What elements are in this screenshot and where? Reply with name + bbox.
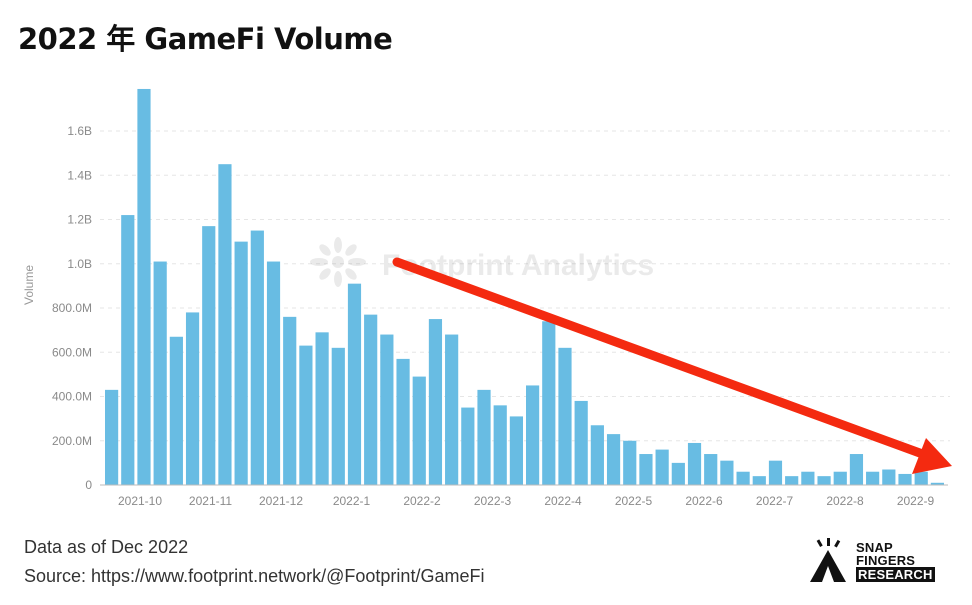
bar — [558, 347, 572, 485]
watermark: Footprint Analytics — [310, 237, 654, 287]
bar — [428, 319, 443, 485]
x-tick-label: 2022-9 — [897, 494, 935, 508]
y-tick-label: 400.0M — [52, 390, 92, 404]
y-tick-label: 1.2B — [67, 213, 92, 227]
bar — [153, 261, 167, 485]
x-tick-label: 2022-7 — [756, 494, 794, 508]
y-tick-label: 800.0M — [52, 301, 92, 315]
bar — [768, 460, 783, 485]
y-tick-label: 1.4B — [67, 168, 92, 182]
bar — [169, 336, 183, 485]
bar — [574, 400, 588, 485]
bar — [736, 471, 750, 485]
bar — [477, 389, 491, 485]
bar — [898, 473, 912, 485]
bar — [606, 434, 621, 485]
bar — [833, 471, 847, 485]
x-tick-label: 2022-2 — [403, 494, 441, 508]
bar — [202, 226, 216, 485]
bar — [623, 440, 637, 485]
bar — [849, 454, 864, 485]
x-axis: 2021-10 2021-11 2021-12 2022-1 2022-2 2022-3 2… — [100, 484, 948, 508]
trend-arrow — [392, 257, 952, 474]
bar — [412, 376, 426, 485]
bar — [461, 407, 475, 485]
bar — [590, 425, 604, 485]
bars — [105, 88, 944, 486]
y-axis-label: Volume — [22, 265, 36, 305]
x-tick-label: 2022-4 — [544, 494, 582, 508]
bar — [785, 476, 799, 485]
bar — [687, 442, 702, 485]
x-tick-label: 2022-8 — [826, 494, 864, 508]
bar — [218, 164, 232, 485]
bar — [509, 416, 523, 485]
x-tick-label: 2022-3 — [474, 494, 512, 508]
y-tick-label: 1.0B — [67, 257, 92, 271]
bar — [299, 345, 313, 485]
logo-icon — [810, 538, 846, 582]
bar — [639, 454, 653, 485]
bar — [105, 389, 119, 485]
y-tick-label: 0 — [85, 478, 92, 492]
bar — [493, 405, 507, 485]
bar — [185, 312, 200, 485]
y-tick-label: 600.0M — [52, 345, 92, 359]
arrow-head-icon — [912, 438, 952, 474]
bar — [364, 314, 378, 485]
bar — [380, 334, 394, 485]
bar — [445, 334, 459, 485]
snap-fingers-research-logo: SNAP FINGERS RESEARCH — [808, 538, 948, 588]
logo-line-1: SNAP — [856, 540, 893, 555]
x-tick-label: 2022-5 — [615, 494, 653, 508]
y-tick-label: 1.6B — [67, 124, 92, 138]
bar — [752, 476, 766, 485]
x-tick-label: 2021-11 — [189, 494, 232, 508]
bar — [315, 332, 329, 485]
bar — [720, 460, 734, 485]
bar — [704, 454, 718, 485]
y-axis: 0 200.0M 400.0M 600.0M 800.0M 1.0B 1.2B 1.4B 1.6… — [52, 124, 92, 492]
watermark-text: Footprint Analytics — [382, 249, 654, 282]
bar — [137, 88, 151, 486]
x-tick-label: 2022-1 — [333, 494, 371, 508]
chart-title: 2022 年 GameFi Volume — [18, 22, 393, 56]
bar — [542, 321, 556, 485]
logo-line-3: RESEARCH — [856, 567, 935, 582]
source-text: Source: https://www.footprint.network/@F… — [24, 566, 485, 586]
bar — [121, 215, 135, 485]
x-tick-label: 2022-6 — [685, 494, 723, 508]
footprint-logo-icon — [310, 237, 366, 287]
bar — [396, 358, 410, 485]
bar — [331, 347, 345, 485]
bar — [866, 471, 880, 485]
bar — [671, 462, 685, 485]
bar — [250, 230, 264, 485]
bar — [234, 241, 248, 485]
bar — [914, 471, 928, 485]
bar — [283, 316, 297, 485]
bar — [347, 283, 362, 485]
y-tick-label: 200.0M — [52, 434, 92, 448]
bar — [801, 471, 815, 485]
x-tick-label: 2021-10 — [118, 494, 162, 508]
bar — [817, 476, 831, 485]
x-tick-label: 2021-12 — [259, 494, 303, 508]
bar — [930, 482, 944, 485]
bar — [526, 385, 540, 485]
data-note: Data as of Dec 2022 — [24, 537, 189, 557]
bar — [266, 261, 281, 485]
logo-line-2: FINGERS — [856, 553, 916, 568]
bar — [655, 449, 669, 485]
bar — [882, 469, 896, 485]
